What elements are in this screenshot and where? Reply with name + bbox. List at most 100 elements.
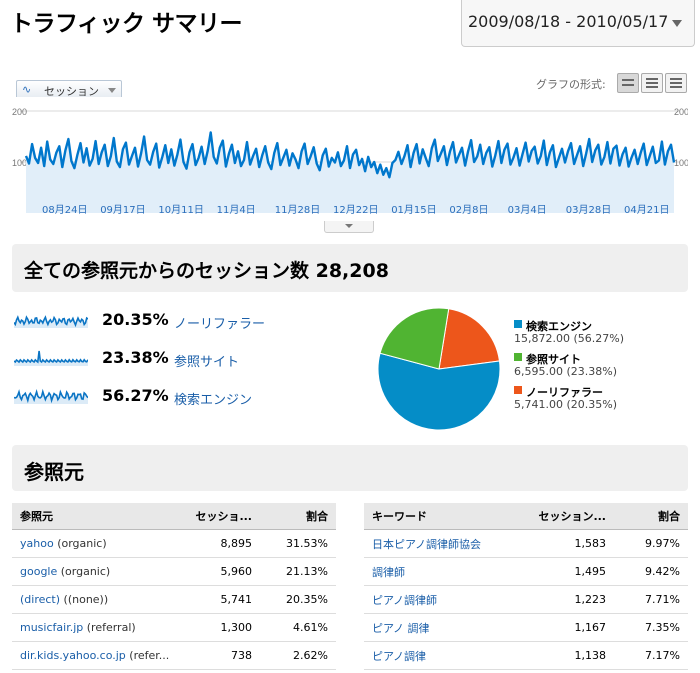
table-header-row: 参照元 セッショ... 割合: [12, 503, 336, 530]
y-tick-label-right: 100: [674, 158, 688, 168]
x-tick-label: 04月21日: [624, 204, 669, 216]
referrers-heading: 参照元: [24, 460, 84, 484]
y-tick-label: 200: [12, 107, 27, 117]
sessions-cell: 738: [174, 641, 260, 670]
sessions-cell: 5,960: [174, 557, 260, 586]
legend-swatch: [514, 320, 522, 328]
sessions-cell: 1,583: [522, 529, 614, 558]
sessions-cell: 8,895: [174, 529, 260, 558]
graph-type-list-button[interactable]: [665, 73, 687, 93]
keyword-link[interactable]: 調律師: [372, 565, 405, 579]
sessions-cell: 1,300: [174, 613, 260, 642]
column-header-sessions[interactable]: セッション...: [522, 503, 614, 530]
traffic-source-pie: [377, 307, 501, 431]
summary-header: 全ての参照元からのセッション数 28,208: [12, 244, 688, 292]
share-cell: 4.61%: [260, 613, 336, 642]
keyword-link[interactable]: 日本ピアノ調律師協会: [372, 537, 482, 551]
column-header-sessions[interactable]: セッショ...: [174, 503, 260, 530]
x-tick-label: 09月17日: [100, 204, 145, 216]
keyword-link[interactable]: ピアノ調律: [372, 649, 427, 663]
sessions-cell: 1,223: [522, 585, 614, 614]
share-cell: 31.53%: [260, 529, 336, 558]
sparkline: [14, 350, 88, 366]
chevron-down-icon: [672, 20, 682, 27]
share-cell: 7.35%: [614, 613, 688, 642]
summary-link-referral-sites[interactable]: 参照サイト: [174, 355, 240, 370]
source-link[interactable]: yahoo: [20, 537, 54, 550]
share-cell: 9.97%: [614, 529, 688, 558]
column-header-keyword[interactable]: キーワード: [364, 503, 522, 530]
medium-text: (organic): [57, 537, 107, 550]
share-cell: 7.71%: [614, 585, 688, 614]
expand-arrow-icon: [345, 224, 353, 228]
sparkline-line: [14, 350, 88, 364]
graph-type-line-button[interactable]: [617, 73, 639, 93]
keyword-link[interactable]: ピアノ 調律: [372, 621, 430, 635]
line-chart-icon: ∿: [22, 83, 32, 96]
table-row: musicfair.jp (referral) 1,300 4.61%: [12, 613, 336, 642]
medium-text: (refer...: [129, 649, 170, 662]
sessions-cell: 1,167: [522, 613, 614, 642]
metric-label: セッション: [44, 85, 99, 98]
summary-percent: 23.38%: [102, 348, 169, 367]
legend-value: 6,595.00 (23.38%): [514, 365, 618, 378]
column-header-share[interactable]: 割合: [260, 503, 336, 530]
legend-label: ノーリファラー: [526, 386, 603, 399]
summary-link-no-referrer[interactable]: ノーリファラー: [174, 317, 266, 332]
table-row: 日本ピアノ調律師協会 1,583 9.97%: [364, 529, 688, 558]
table-header-row: キーワード セッション... 割合: [364, 503, 688, 530]
x-tick-label: 02月8日: [449, 204, 488, 216]
legend-value: 15,872.00 (56.27%): [514, 332, 625, 345]
sparkline-line: [14, 315, 88, 328]
x-tick-label: 08月24日: [42, 204, 87, 216]
table-row: dir.kids.yahoo.co.jp (refer... 738 2.62%: [12, 641, 336, 670]
series-line: [24, 131, 676, 179]
source-link[interactable]: musicfair.jp: [20, 621, 84, 634]
table-row: ピアノ調律師 1,223 7.71%: [364, 585, 688, 614]
series-area: [26, 132, 674, 213]
x-tick-label: 01月15日: [391, 204, 436, 216]
medium-text: (organic): [60, 565, 111, 578]
sparkline-area: [14, 351, 88, 366]
graph-type-table-button[interactable]: [641, 73, 663, 93]
sessions-cell: 5,741: [174, 585, 260, 614]
page-title: トラフィック サマリー: [10, 11, 243, 37]
legend-label: 検索エンジン: [526, 320, 592, 333]
summary-link-search-engines[interactable]: 検索エンジン: [174, 393, 253, 408]
table-row: yahoo (organic) 8,895 31.53%: [12, 529, 336, 558]
date-range-picker[interactable]: 2009/08/18 - 2010/05/17: [461, 0, 695, 47]
x-tick-label: 03月4日: [508, 204, 547, 216]
graph-type-label: グラフの形式:: [536, 78, 606, 91]
medium-text: (referral): [86, 621, 136, 634]
chart-expand-handle[interactable]: [324, 221, 374, 233]
y-tick-label-right: 200: [674, 107, 688, 117]
share-cell: 9.42%: [614, 557, 688, 586]
y-tick-label: 100: [12, 158, 27, 168]
date-range-text: 2009/08/18 - 2010/05/17: [468, 12, 669, 31]
keyword-table: キーワード セッション... 割合 日本ピアノ調律師協会 1,583 9.97%…: [364, 503, 688, 670]
table-row: (direct) ((none)) 5,741 20.35%: [12, 585, 336, 614]
source-link[interactable]: dir.kids.yahoo.co.jp: [20, 649, 126, 662]
x-tick-label: 12月22日: [333, 204, 378, 216]
legend-swatch: [514, 386, 522, 394]
table-row: ピアノ 調律 1,167 7.35%: [364, 613, 688, 642]
sparkline-line: [14, 388, 88, 404]
sparkline: [14, 388, 88, 404]
sessions-cell: 1,138: [522, 641, 614, 670]
column-header-share[interactable]: 割合: [614, 503, 688, 530]
referrers-header: 参照元: [12, 445, 688, 491]
table-row: ピアノ調律 1,138 7.17%: [364, 641, 688, 670]
table-row: 調律師 1,495 9.42%: [364, 557, 688, 586]
column-header-source[interactable]: 参照元: [12, 503, 174, 530]
x-tick-label: 03月28日: [566, 204, 611, 216]
legend-value: 5,741.00 (20.35%): [514, 398, 618, 411]
share-cell: 7.17%: [614, 641, 688, 670]
source-link[interactable]: (direct): [20, 593, 61, 606]
sparkline: [14, 315, 88, 328]
dropdown-arrow-icon: [108, 88, 116, 93]
sessions-chart: 200 200 100 100 08月24日 09月17日 10月11日 11月4日 11月28…: [12, 97, 689, 223]
sessions-cell: 1,495: [522, 557, 614, 586]
source-link[interactable]: google: [20, 565, 58, 578]
legend-label: 参照サイト: [526, 353, 581, 366]
keyword-link[interactable]: ピアノ調律師: [372, 593, 438, 607]
